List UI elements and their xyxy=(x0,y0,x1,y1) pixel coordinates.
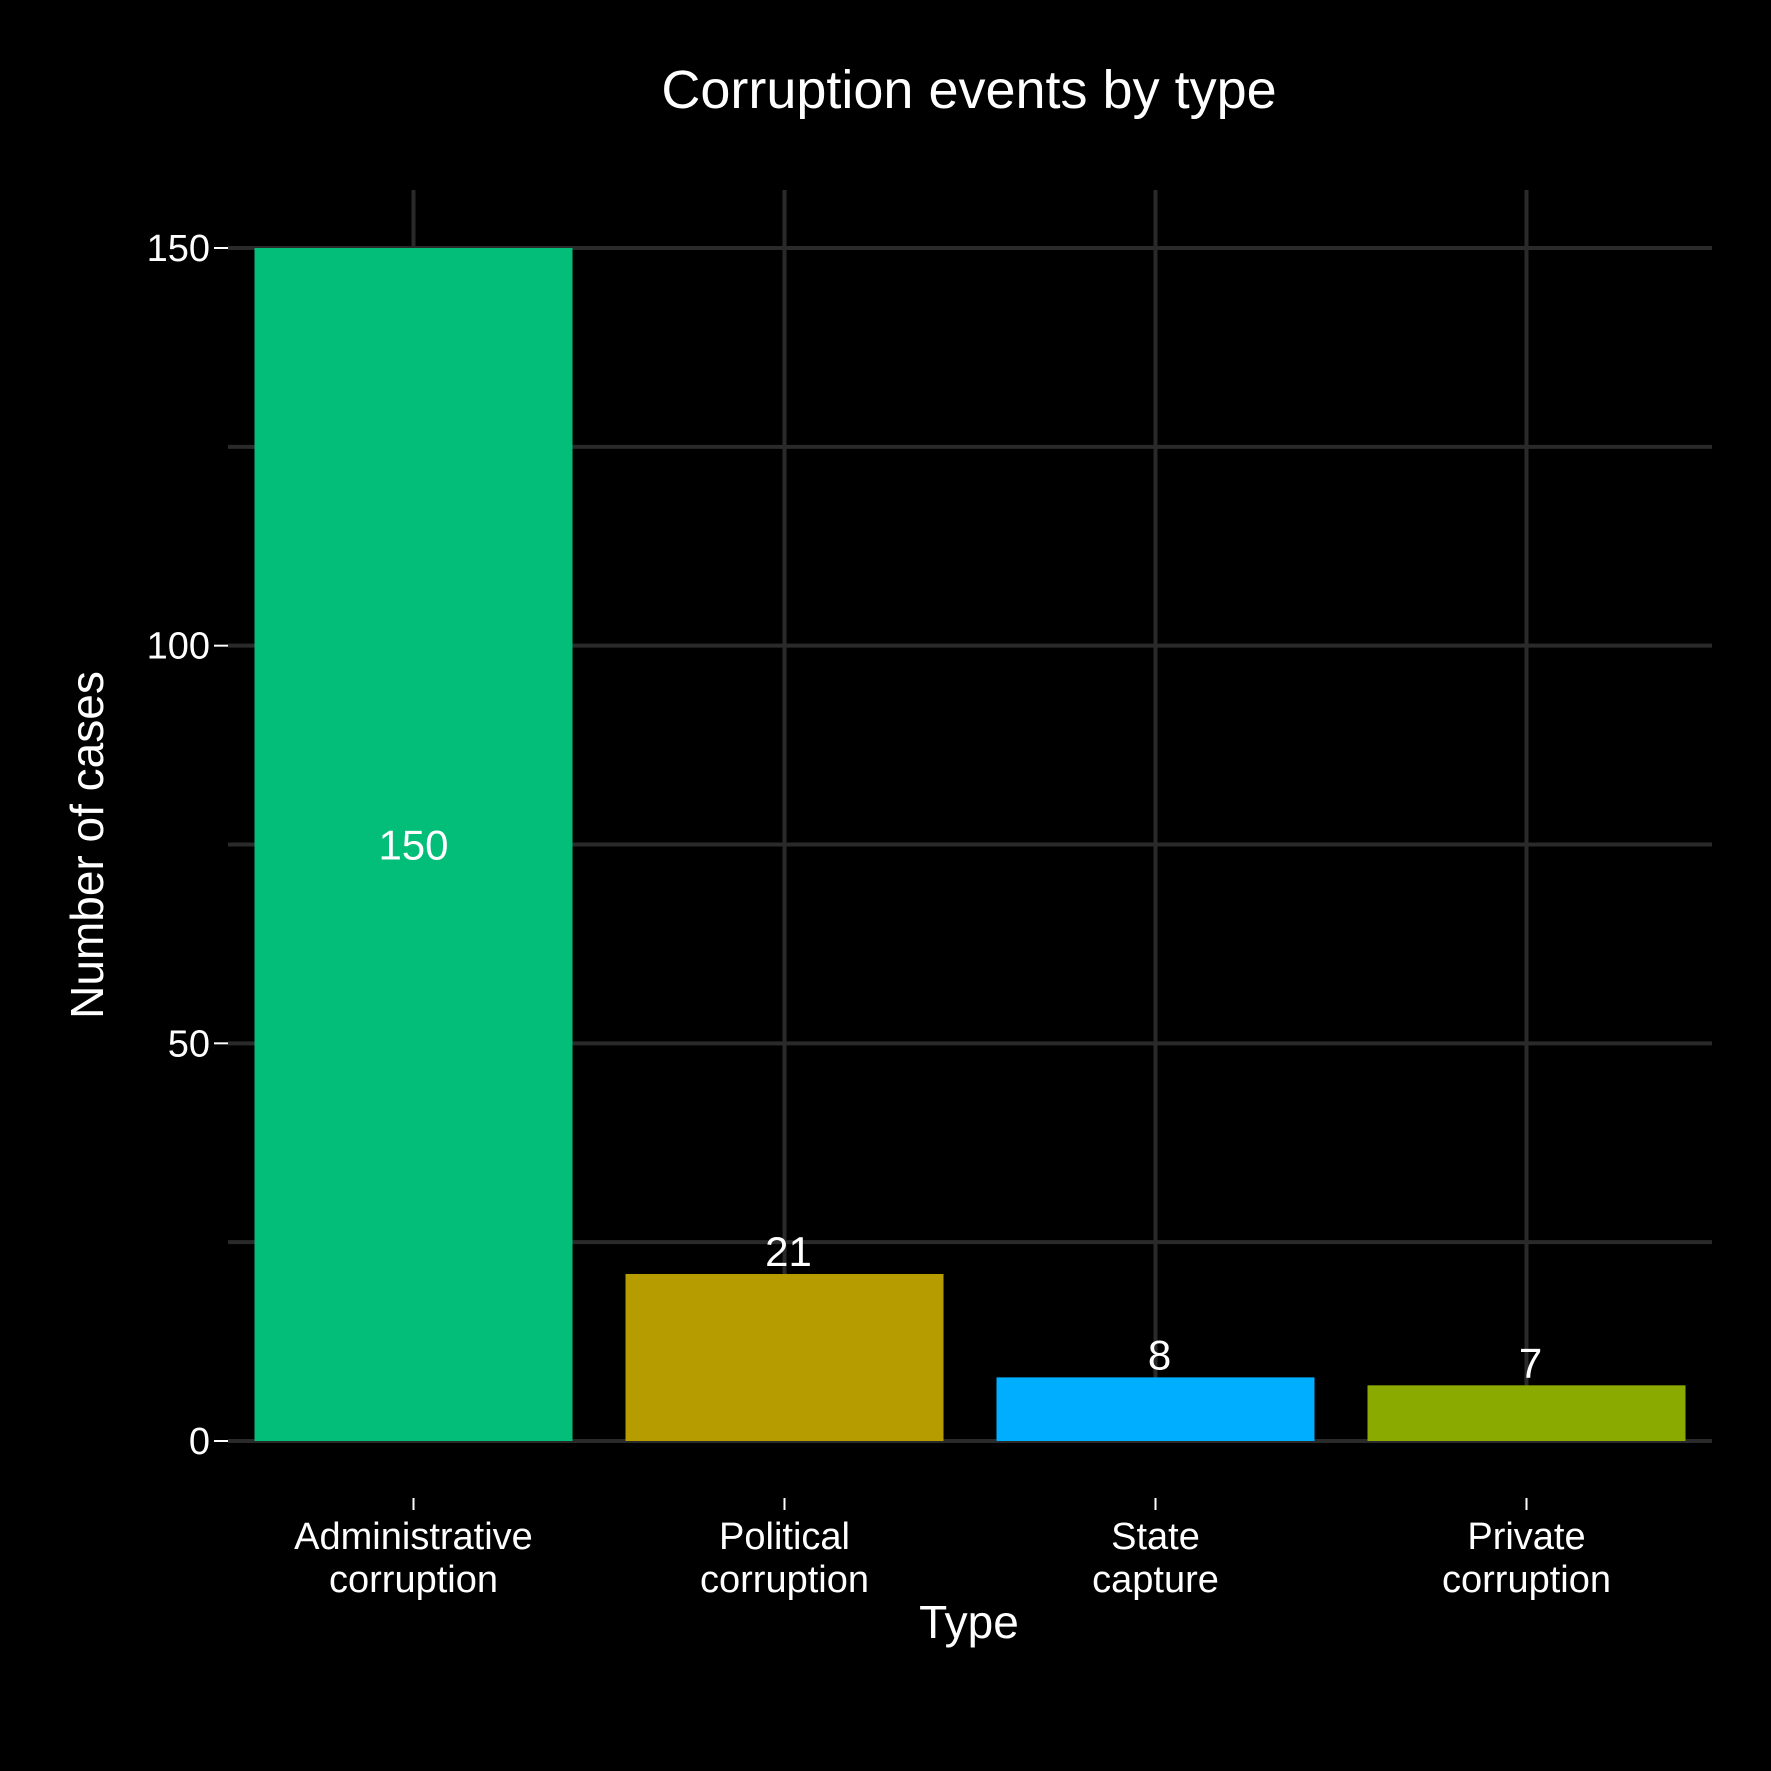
x-tick-label-line: Political xyxy=(719,1516,850,1558)
x-tick-label-line: corruption xyxy=(329,1559,498,1601)
x-tick-label-line: capture xyxy=(1092,1559,1219,1601)
y-tick-label: 150 xyxy=(147,228,210,270)
chart-title: Corruption events by type xyxy=(661,60,1276,120)
x-axis-title: Type xyxy=(919,1596,1019,1648)
x-tick-label-line: corruption xyxy=(700,1559,869,1601)
bar xyxy=(1367,1385,1686,1441)
bar-value-label: 21 xyxy=(765,1228,812,1275)
y-tick-label: 50 xyxy=(168,1023,210,1065)
y-axis-title: Number of cases xyxy=(61,671,113,1019)
y-tick-label: 0 xyxy=(189,1421,210,1463)
x-tick-label: Administrative corruption xyxy=(294,1516,533,1601)
x-tick-label-line: Administrative xyxy=(294,1516,533,1558)
x-tick-label: Political corruption xyxy=(700,1516,869,1601)
bars xyxy=(254,248,1686,1441)
y-tick-label: 100 xyxy=(147,626,210,668)
axis-ticks xyxy=(214,247,1528,1510)
bar xyxy=(996,1377,1315,1441)
bar-value-label: 150 xyxy=(378,822,448,869)
x-tick-label-line: State xyxy=(1111,1516,1200,1558)
x-tick-label: Private corruption xyxy=(1442,1516,1611,1601)
x-tick-label-line: corruption xyxy=(1442,1559,1611,1601)
bar-value-label: 8 xyxy=(1148,1331,1171,1378)
bar xyxy=(254,248,573,1441)
x-tick-label-line: Private xyxy=(1467,1516,1585,1558)
bar-value-label: 7 xyxy=(1519,1339,1542,1386)
bar xyxy=(625,1273,944,1441)
x-tick-label: State capture xyxy=(1092,1516,1219,1601)
